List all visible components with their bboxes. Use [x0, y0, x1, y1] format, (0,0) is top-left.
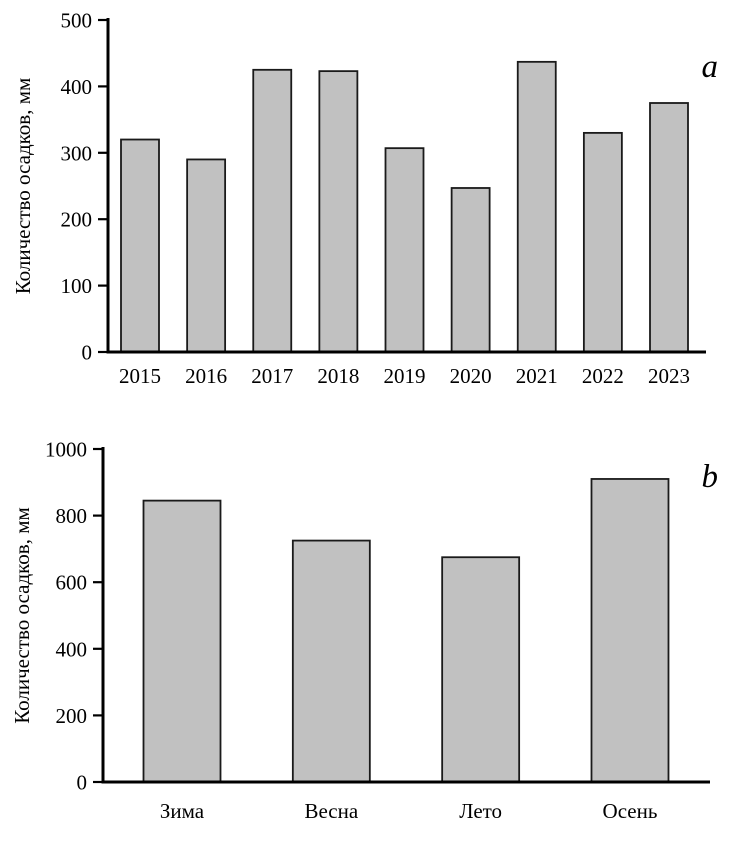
y-axis-title: Количество осадков, мм	[11, 78, 35, 295]
bar-2023	[649, 102, 689, 353]
y-tick-label: 200	[61, 208, 93, 232]
bar-Лето	[441, 556, 521, 783]
x-category-label: 2019	[384, 364, 426, 388]
bar-2015	[120, 138, 160, 353]
y-axis-title: Количество осадков, мм	[10, 507, 34, 724]
precipitation-by-year-bar-chart: 0 100 200 300 400 500 2015 2016 2017 2018 2019 2020…	[11, 9, 719, 389]
x-category-label: Лето	[459, 799, 502, 823]
bar-2021	[516, 60, 557, 353]
x-category-label: 2022	[582, 364, 624, 388]
bar-Осень	[590, 478, 670, 783]
y-tick-label: 0	[77, 771, 88, 795]
x-category-label: Зима	[160, 799, 205, 823]
chart-panel-b: 0 200 400 600 800 1000 Зима Весна Лето Осень Колич…	[0, 425, 731, 855]
y-tick-label: 400	[61, 75, 93, 99]
bar-Весна	[291, 539, 371, 783]
x-category-label: 2016	[185, 364, 227, 388]
y-tick-label: 400	[56, 637, 88, 661]
panel-label: b	[702, 459, 719, 495]
y-tick-label: 1000	[45, 438, 87, 462]
y-tick-label: 100	[61, 274, 93, 298]
y-tick-label: 0	[82, 341, 93, 365]
precipitation-by-season-bar-chart: 0 200 400 600 800 1000 Зима Весна Лето Осень Колич…	[10, 438, 719, 824]
panel-label: a	[702, 49, 719, 85]
bar-2020	[450, 187, 491, 353]
x-category-label: 2021	[516, 364, 558, 388]
bar-Зима	[142, 499, 222, 783]
bar-2022	[582, 131, 623, 353]
y-tick-label: 300	[61, 141, 93, 165]
x-category-label: 2020	[450, 364, 492, 388]
x-category-label: 2018	[317, 364, 359, 388]
bar-2016	[186, 158, 227, 353]
x-category-label: 2015	[119, 364, 161, 388]
x-category-label: 2023	[648, 364, 690, 388]
y-tick-label: 200	[56, 704, 88, 728]
x-category-label: Весна	[304, 799, 358, 823]
bar-2017	[252, 68, 293, 353]
chart-panel-a: 0 100 200 300 400 500 2015 2016 2017 2018 2019 2020…	[0, 0, 731, 425]
bar-2019	[384, 147, 425, 353]
x-category-label: 2017	[251, 364, 293, 388]
y-tick-label: 600	[56, 571, 88, 595]
bar-2018	[318, 70, 359, 353]
x-category-label: Осень	[603, 799, 658, 823]
y-tick-label: 800	[56, 504, 88, 528]
y-tick-label: 500	[61, 9, 93, 33]
